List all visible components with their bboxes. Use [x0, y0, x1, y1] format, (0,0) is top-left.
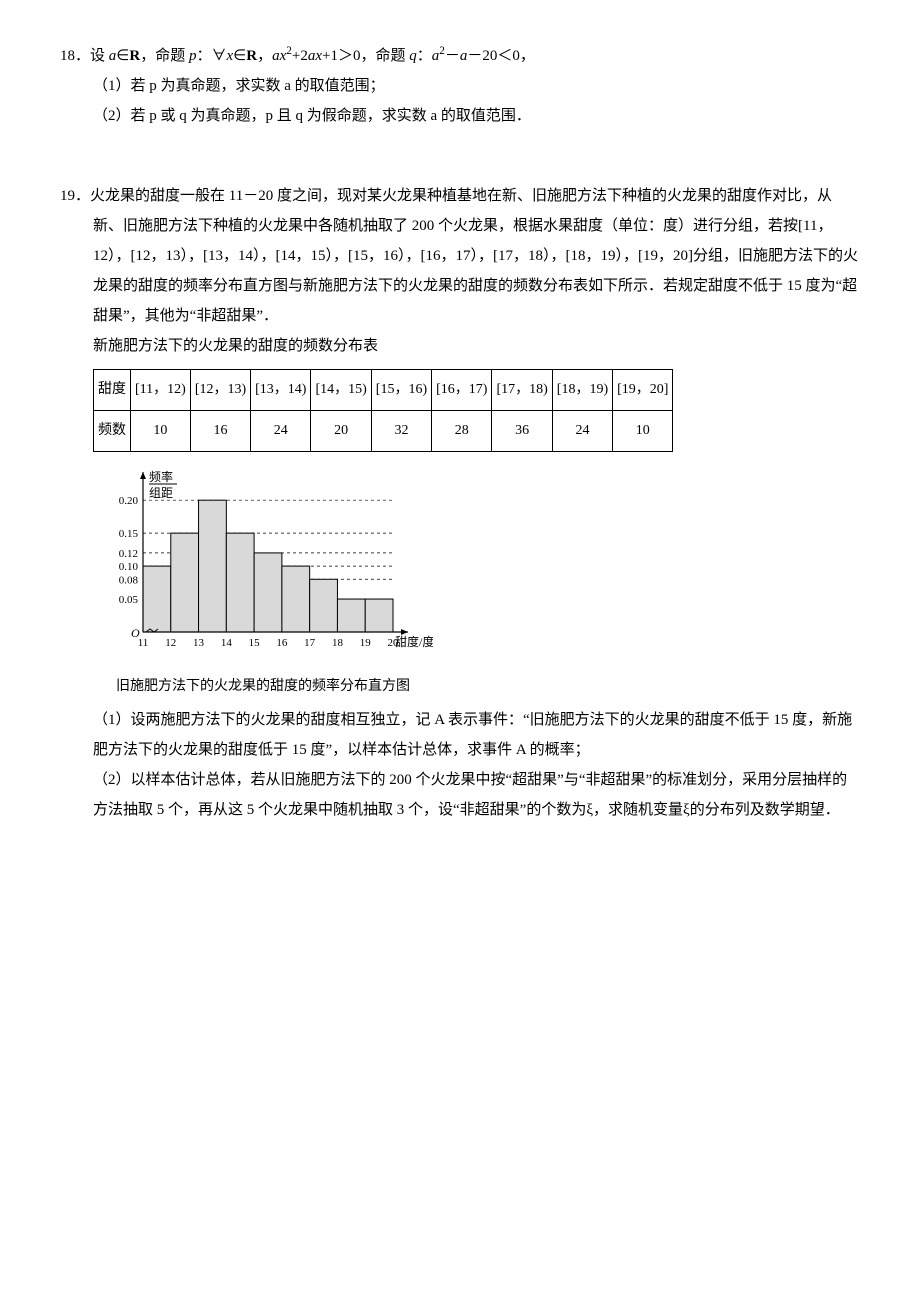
- table-row: 甜度 [11，12) [12，13) [13，14) [14，15) [15，1…: [94, 370, 673, 411]
- row-label: 甜度: [94, 370, 131, 411]
- svg-text:18: 18: [332, 637, 344, 649]
- cell: [15，16): [371, 370, 431, 411]
- cell: 10: [613, 411, 673, 452]
- problem-19: 19．火龙果的甜度一般在 11－20 度之间，现对某火龙果种植基地在新、旧施肥方…: [60, 181, 860, 825]
- p19-stem: 19．火龙果的甜度一般在 11－20 度之间，现对某火龙果种植基地在新、旧施肥方…: [93, 181, 860, 331]
- table-row: 频数 10 16 24 20 32 28 36 24 10: [94, 411, 673, 452]
- p19-q1: （1）设两施肥方法下的火龙果的甜度相互独立，记 A 表示事件：“旧施肥方法下的火…: [93, 705, 860, 765]
- cell: 36: [492, 411, 552, 452]
- svg-text:0.10: 0.10: [119, 561, 139, 573]
- svg-text:频率: 频率: [149, 469, 173, 484]
- svg-text:0.12: 0.12: [119, 548, 138, 560]
- cell: 16: [190, 411, 250, 452]
- p18-number: 18．: [60, 48, 90, 64]
- cell: [13，14): [251, 370, 311, 411]
- svg-text:16: 16: [276, 637, 288, 649]
- svg-text:12: 12: [165, 637, 176, 649]
- cell: [14，15): [311, 370, 371, 411]
- cell: 24: [552, 411, 612, 452]
- svg-text:0.05: 0.05: [119, 594, 139, 606]
- svg-text:13: 13: [193, 637, 205, 649]
- cell: 10: [131, 411, 191, 452]
- histogram-svg: 0.050.080.100.120.150.20O111213141516171…: [93, 462, 433, 662]
- cell: 20: [311, 411, 371, 452]
- p18-stem-text: 设 a∈R，命题 p：∀x∈R，ax2+2ax+1＞0，命题 q：a2－a－20…: [90, 48, 535, 64]
- svg-text:14: 14: [221, 637, 233, 649]
- p19-stem-text: 火龙果的甜度一般在 11－20 度之间，现对某火龙果种植基地在新、旧施肥方法下种…: [90, 188, 858, 324]
- svg-text:19: 19: [360, 637, 372, 649]
- p19-q2: （2）以样本估计总体，若从旧施肥方法下的 200 个火龙果中按“超甜果”与“非超…: [93, 765, 860, 825]
- p18-q1: （1）若 p 为真命题，求实数 a 的取值范围；: [93, 71, 860, 101]
- svg-text:0.20: 0.20: [119, 495, 139, 507]
- row-label: 频数: [94, 411, 131, 452]
- svg-text:甜度/度: 甜度/度: [395, 634, 433, 649]
- cell: [17，18): [492, 370, 552, 411]
- cell: [19，20]: [613, 370, 673, 411]
- chart-caption: 旧施肥方法下的火龙果的甜度的频率分布直方图: [103, 673, 423, 701]
- svg-text:0.15: 0.15: [119, 528, 139, 540]
- svg-text:组距: 组距: [149, 486, 173, 500]
- svg-text:0.08: 0.08: [119, 574, 139, 586]
- svg-text:11: 11: [138, 637, 149, 649]
- svg-text:15: 15: [249, 637, 261, 649]
- problem-18: 18．设 a∈R，命题 p：∀x∈R，ax2+2ax+1＞0，命题 q：a2－a…: [60, 40, 860, 131]
- p18-q2: （2）若 p 或 q 为真命题，p 且 q 为假命题，求实数 a 的取值范围．: [93, 101, 860, 131]
- histogram-chart: 0.050.080.100.120.150.20O111213141516171…: [93, 462, 860, 701]
- cell: [12，13): [190, 370, 250, 411]
- p19-number: 19．: [60, 188, 90, 204]
- cell: [18，19): [552, 370, 612, 411]
- cell: 28: [432, 411, 492, 452]
- p18-stem: 18．设 a∈R，命题 p：∀x∈R，ax2+2ax+1＞0，命题 q：a2－a…: [93, 40, 860, 71]
- table-title: 新施肥方法下的火龙果的甜度的频数分布表: [93, 331, 860, 361]
- cell: 24: [251, 411, 311, 452]
- cell: [16，17): [432, 370, 492, 411]
- svg-text:17: 17: [304, 637, 316, 649]
- frequency-table: 甜度 [11，12) [12，13) [13，14) [14，15) [15，1…: [93, 369, 673, 452]
- cell: 32: [371, 411, 431, 452]
- cell: [11，12): [131, 370, 191, 411]
